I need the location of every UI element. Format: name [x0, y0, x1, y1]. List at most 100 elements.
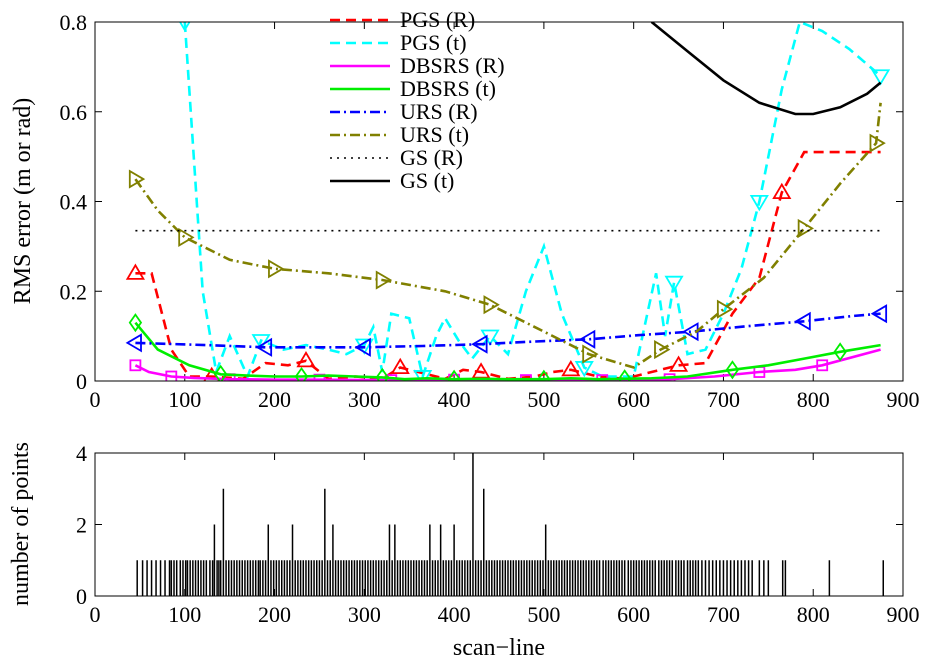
series-point-dbsrs-t	[447, 369, 461, 381]
bottom-bars-group	[136, 453, 884, 596]
series-point-urs-r	[125, 333, 142, 353]
top-x-tick-label: 800	[797, 387, 830, 412]
bottom-x-tick-label: 0	[90, 602, 101, 627]
top-x-tick-label: 300	[348, 387, 381, 412]
top-plot-border	[94, 21, 904, 382]
bottom-x-tick-label: 100	[168, 602, 201, 627]
bottom-y-tick-label: 2	[76, 513, 87, 538]
rms-error-chart: 0 100 200 300 400 500 600 700 800 900 00.20.40.60…	[10, 7, 920, 412]
series-point-urs-r	[354, 337, 371, 357]
legend: PGS (R)PGS (t)DBSRS (R)DBSRS (t)URS (R)U…	[330, 7, 505, 193]
series-dbsrs-t	[128, 313, 881, 381]
series-urs-t	[128, 102, 886, 369]
series-line-urs-t	[134, 102, 882, 369]
top-x-tick-label: 500	[527, 387, 560, 412]
legend-label-gs-t: GS (t)	[400, 168, 454, 193]
series-point-dbsrs-t	[128, 313, 143, 333]
series-point-urs-t	[375, 270, 393, 290]
legend-label-pgs-r: PGS (R)	[400, 7, 475, 32]
top-x-axis: 0 100 200 300 400 500 600 700 800 900	[90, 22, 920, 412]
series-point-pgs-t	[664, 275, 684, 293]
series-point-urs-r	[870, 304, 888, 324]
top-x-tick-label: 400	[438, 387, 471, 412]
series-point-pgs-r	[561, 360, 581, 377]
bottom-x-tick-label: 900	[887, 602, 920, 627]
series-point-pgs-r	[668, 355, 689, 372]
bottom-x-tick-label: 200	[258, 602, 291, 627]
series-point-urs-t	[178, 227, 195, 247]
legend-label-urs-t: URS (t)	[400, 122, 469, 147]
top-y-axis-label: RMS error (m or rad)	[10, 98, 36, 305]
series-point-dbsrs-t	[294, 366, 309, 381]
legend-label-pgs-t: PGS (t)	[400, 30, 467, 55]
series-point-pgs-r	[772, 182, 792, 200]
top-y-tick-label: 0.8	[60, 10, 88, 35]
series-point-urs-t	[128, 169, 146, 189]
top-plot-frame	[94, 21, 904, 382]
series-point-dbsrs-t	[537, 369, 551, 381]
series-point-dbsrs-t	[213, 364, 228, 381]
series-line-dbsrs-t	[134, 321, 881, 381]
series-point-pgs-t	[179, 22, 191, 32]
series-point-urs-t	[483, 295, 500, 315]
series-point-dbsrs-t	[617, 369, 632, 381]
top-y-tick-label: 0	[76, 369, 87, 394]
series-point-urs-r	[255, 337, 273, 357]
series-point-urs-t	[797, 218, 815, 238]
bottom-x-tick-label: 300	[348, 602, 381, 627]
bottom-x-tick-label: 800	[797, 602, 830, 627]
series-point-dbsrs-t	[375, 367, 389, 381]
legend-label-dbsrs-r: DBSRS (R)	[400, 53, 505, 78]
bottom-plot-frame	[94, 452, 904, 597]
legend-label-urs-r: URS (R)	[400, 99, 478, 124]
top-series-group	[125, 22, 891, 381]
top-y-tick-label: 0.4	[60, 190, 88, 215]
series-point-pgs-t	[870, 69, 891, 86]
series-point-urs-t	[582, 344, 599, 364]
series-point-urs-t	[716, 299, 734, 319]
top-x-tick-label: 900	[887, 387, 920, 412]
bottom-x-tick-label: 700	[707, 602, 740, 627]
bottom-y-tick-label: 4	[76, 441, 87, 466]
bottom-x-axis: 0 100 200 300 400 500 600 700 800 900	[90, 453, 920, 627]
series-point-urs-t	[268, 259, 285, 279]
series-point-dbsrs-r	[165, 370, 178, 381]
series-point-urs-t	[869, 133, 886, 153]
series-line-urs-r	[135, 312, 881, 349]
bottom-y-axis-label: number of points	[8, 442, 34, 606]
series-point-urs-t	[654, 340, 671, 360]
bottom-x-tick-label: 500	[527, 602, 560, 627]
top-x-tick-label: 600	[617, 387, 650, 412]
series-point-dbsrs-r	[663, 373, 676, 381]
bottom-x-tick-label: 400	[438, 602, 471, 627]
top-y-tick-label: 0.6	[60, 100, 88, 125]
series-gs-t	[650, 22, 882, 116]
series-point-pgs-r	[296, 351, 316, 368]
series-point-dbsrs-r	[129, 359, 142, 372]
series-point-dbsrs-t	[833, 342, 847, 362]
top-x-tick-label: 100	[168, 387, 201, 412]
series-point-urs-r	[471, 334, 488, 354]
top-y-tick-label: 0.2	[60, 279, 88, 304]
legend-label-gs-r: GS (R)	[400, 145, 463, 170]
series-point-urs-r	[579, 329, 596, 349]
series-point-pgs-t	[749, 194, 769, 212]
bottom-x-axis-label: scan−line	[453, 635, 545, 661]
top-x-tick-label: 200	[258, 387, 291, 412]
series-point-dbsrs-r	[816, 359, 829, 372]
top-y-axis: 0 0.2 0.4 0.6 0.8	[60, 10, 903, 394]
series-point-pgs-r	[390, 357, 410, 375]
points-count-chart: 0 100 200 300 400 500 600 700 800 900 0 2 4 number …	[8, 441, 920, 661]
bottom-x-tick-label: 600	[617, 602, 650, 627]
series-point-pgs-t	[251, 334, 271, 351]
series-point-pgs-r	[125, 263, 145, 280]
series-line-gs-t	[650, 22, 882, 116]
top-x-tick-label: 0	[90, 387, 101, 412]
legend-label-dbsrs-t: DBSRS (t)	[400, 76, 496, 101]
series-point-dbsrs-t	[725, 360, 740, 380]
top-x-tick-label: 700	[707, 387, 740, 412]
bottom-y-tick-label: 0	[76, 584, 87, 609]
bottom-plot-border	[94, 452, 904, 597]
series-point-urs-r	[794, 311, 811, 331]
